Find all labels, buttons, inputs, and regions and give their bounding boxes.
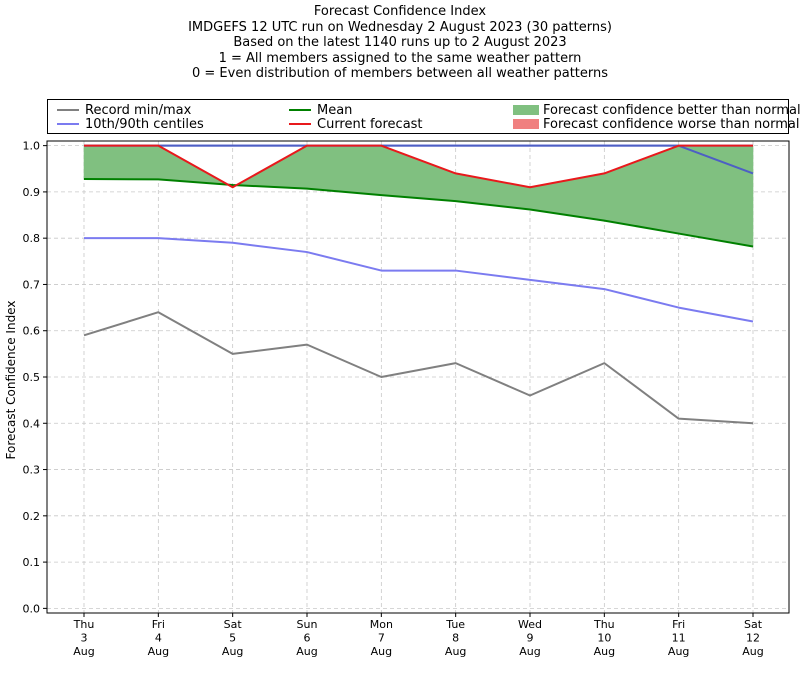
- series-lines: [83, 144, 754, 425]
- legend-entry-better: Forecast confidence better than normal: [513, 102, 800, 118]
- y-tick-label: 0.5: [23, 371, 41, 384]
- series-centile-10: [84, 237, 754, 323]
- title-line-2: IMDGEFS 12 UTC run on Wednesday 2 August…: [188, 19, 612, 35]
- x-tick-label: 8: [452, 632, 459, 645]
- x-tick-label: 9: [527, 632, 534, 645]
- series-record-min: [83, 311, 754, 425]
- title-line-1: Forecast Confidence Index: [313, 4, 487, 19]
- x-tick-label: Fri: [152, 618, 165, 631]
- legend-label-centiles: 10th/90th centiles: [85, 116, 204, 132]
- x-tick-label: 12: [746, 632, 760, 645]
- x-tick-label: 3: [81, 632, 88, 645]
- x-tick-label: Sat: [744, 618, 763, 631]
- x-tick-label: Wed: [518, 618, 542, 631]
- y-tick-label: 1.0: [23, 140, 41, 153]
- axis-ticks: 0.00.10.20.30.40.50.60.70.80.91.0Thu3Aug…: [23, 140, 764, 658]
- y-tick-label: 0.6: [23, 325, 41, 338]
- x-tick-label: 10: [597, 632, 611, 645]
- x-tick-label: 6: [304, 632, 311, 645]
- chart-title: Forecast Confidence Index IMDGEFS 12 UTC…: [0, 4, 800, 82]
- legend-label-worse: Forecast confidence worse than normal: [543, 116, 800, 132]
- x-tick-label: Thu: [73, 618, 95, 631]
- series-current-forecast: [84, 144, 753, 189]
- confidence-fill-segment: [306, 145, 382, 196]
- legend-label-better: Forecast confidence better than normal: [543, 102, 800, 118]
- legend-label-current: Current forecast: [317, 116, 423, 132]
- x-tick-label: Aug: [519, 645, 540, 658]
- legend: Record min/max 10th/90th centiles Mean C…: [47, 99, 800, 134]
- legend-entry-mean: Mean: [289, 102, 353, 118]
- legend-entry-record: Record min/max: [57, 102, 192, 118]
- legend-entry-worse: Forecast confidence worse than normal: [513, 116, 800, 132]
- legend-entry-centiles: 10th/90th centiles: [57, 116, 204, 132]
- y-tick-label: 0.1: [23, 556, 41, 569]
- confidence-fill-segment: [678, 145, 754, 247]
- title-line-4: 1 = All members assigned to the same wea…: [218, 50, 582, 66]
- series-mean: [83, 177, 754, 248]
- legend-swatch-current: [289, 123, 311, 125]
- x-tick-label: Mon: [370, 618, 393, 631]
- legend-swatch-record: [57, 109, 79, 111]
- series-record-max: [84, 144, 754, 175]
- x-tick-label: 5: [229, 632, 236, 645]
- x-tick-label: Aug: [148, 645, 169, 658]
- x-tick-label: Tue: [445, 618, 465, 631]
- y-tick-label: 0.4: [23, 417, 41, 430]
- title-line-5: 0 = Even distribution of members between…: [191, 66, 609, 82]
- confidence-fill-segment: [381, 145, 456, 202]
- x-tick-label: Aug: [371, 645, 392, 658]
- y-tick-label: 0.7: [23, 278, 41, 291]
- x-tick-label: Aug: [222, 645, 243, 658]
- x-tick-label: Aug: [296, 645, 317, 658]
- y-tick-label: 0.8: [23, 232, 41, 245]
- x-tick-label: 7: [378, 632, 385, 645]
- legend-swatch-mean: [289, 109, 311, 111]
- y-tick-label: 0.3: [23, 464, 41, 477]
- x-tick-label: Aug: [668, 645, 689, 658]
- x-tick-label: Aug: [73, 645, 94, 658]
- x-tick-label: Sat: [224, 618, 243, 631]
- y-tick-label: 0.0: [23, 602, 41, 615]
- x-tick-label: Sun: [297, 618, 318, 631]
- legend-label-mean: Mean: [317, 102, 353, 118]
- confidence-fill-segment: [455, 173, 531, 210]
- x-tick-label: Aug: [445, 645, 466, 658]
- x-tick-label: Aug: [742, 645, 763, 658]
- y-axis-label: Forecast Confidence Index: [4, 301, 18, 460]
- legend-swatch-better: [513, 105, 539, 115]
- legend-entry-current: Current forecast: [289, 116, 423, 132]
- title-line-3: Based on the latest 1140 runs up to 2 Au…: [233, 35, 567, 51]
- legend-label-record: Record min/max: [85, 102, 192, 118]
- legend-swatch-worse: [513, 119, 539, 129]
- x-tick-label: Fri: [672, 618, 685, 631]
- x-tick-label: Thu: [593, 618, 615, 631]
- y-tick-label: 0.9: [23, 186, 41, 199]
- y-tick-label: 0.2: [23, 510, 41, 523]
- legend-swatch-centiles: [57, 123, 79, 125]
- confidence-fill-segment: [83, 145, 159, 180]
- x-tick-label: Aug: [594, 645, 615, 658]
- x-tick-label: 4: [155, 632, 162, 645]
- x-tick-label: 11: [672, 632, 686, 645]
